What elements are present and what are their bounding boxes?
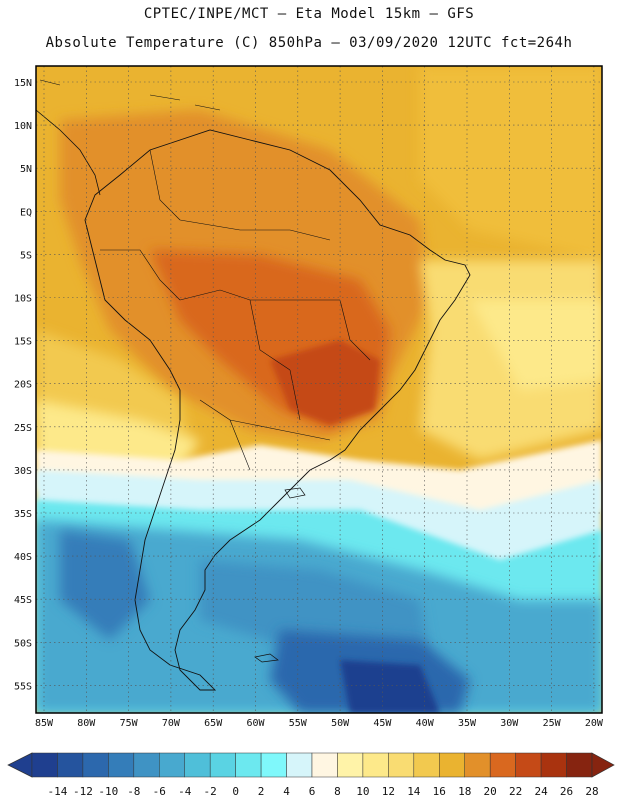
lat-label: 10N <box>14 121 32 132</box>
lon-label: 80W <box>77 718 96 729</box>
colorbar-label: -12 <box>73 785 93 798</box>
lat-label: 20S <box>14 380 32 391</box>
lon-label: 35W <box>458 718 477 729</box>
colorbar-cell <box>489 752 516 778</box>
lon-label: 50W <box>331 718 350 729</box>
colorbar-labels: -14 -12 -10 -8 -6 -4 -2 0 2 4 6 8 10 12 14 16 18 20 22 24 26… <box>48 785 599 798</box>
colorbar-label: 10 <box>356 785 369 798</box>
title-line-1: CPTEC/INPE/MCT – Eta Model 15km – GFS <box>143 6 475 22</box>
colorbar-cell <box>337 752 364 778</box>
lat-label: EQ <box>20 207 32 218</box>
colorbar-cell <box>311 752 338 778</box>
colorbar-label: 28 <box>585 785 598 798</box>
lat-label: 10S <box>14 294 32 305</box>
longitude-labels: 85W 80W 75W 70W 65W 60W 55W 50W 45W 40W 35W 30W 25W 2… <box>35 718 604 729</box>
lon-label: 45W <box>373 718 392 729</box>
lon-label: 65W <box>204 718 223 729</box>
lon-label: 40W <box>416 718 435 729</box>
lat-label: 45S <box>14 595 32 606</box>
colorbar-cell <box>439 752 465 778</box>
lat-label: 30S <box>14 466 32 477</box>
lon-label: 20W <box>585 718 604 729</box>
colorbar-cell <box>108 752 135 778</box>
colorbar-cell <box>57 752 84 778</box>
colorbar-cell <box>362 752 389 778</box>
colorbar-cell <box>515 752 542 778</box>
colorbar-label: 8 <box>334 785 341 798</box>
lat-label: 55S <box>14 681 32 692</box>
colorbar-label: -14 <box>48 785 68 798</box>
latitude-labels: 15N 10N 5N EQ 5S 10S 15S 20S 25S 30S 35S 40S 45S 50S 5… <box>14 78 32 692</box>
colorbar-label: 26 <box>560 785 573 798</box>
colorbar-cell <box>159 752 185 778</box>
colorbar-label: 22 <box>509 785 522 798</box>
lat-label: 5N <box>20 164 32 175</box>
lon-label: 70W <box>162 718 181 729</box>
colorbar-cell <box>413 752 440 778</box>
colorbar-cell <box>388 752 415 778</box>
coastline <box>36 79 471 691</box>
lat-label: 15S <box>14 337 32 348</box>
colorbar-arrow-low <box>7 752 33 778</box>
lon-label: 60W <box>246 718 265 729</box>
lat-label: 35S <box>14 509 32 520</box>
lat-label: 40S <box>14 552 32 563</box>
colorbar-cell <box>31 752 58 778</box>
colorbar-label: 16 <box>433 785 446 798</box>
colorbar-label: -8 <box>127 785 140 798</box>
lon-label: 30W <box>500 718 519 729</box>
colorbar-cell <box>464 752 491 778</box>
lat-label: 50S <box>14 638 32 649</box>
lon-label: 85W <box>35 718 54 729</box>
colorbar-cell <box>133 752 160 778</box>
colorbar-cell <box>260 752 287 778</box>
lon-label: 55W <box>289 718 308 729</box>
colorbar-label: -10 <box>98 785 118 798</box>
lon-label: 25W <box>543 718 562 729</box>
colorbar-label: 0 <box>232 785 239 798</box>
colorbar-label: -2 <box>204 785 217 798</box>
lat-label: 15N <box>14 78 32 89</box>
colorbar-cell <box>566 752 593 778</box>
colorbar <box>7 752 615 778</box>
colorbar-cell <box>286 752 313 778</box>
colorbar-label: 2 <box>258 785 265 798</box>
colorbar-label: 24 <box>534 785 548 798</box>
colorbar-label: 14 <box>407 785 421 798</box>
colorbar-label: 6 <box>309 785 316 798</box>
colorbar-label: 18 <box>458 785 471 798</box>
colorbar-cell <box>540 752 567 778</box>
colorbar-label: -4 <box>178 785 192 798</box>
colorbar-label: 12 <box>382 785 395 798</box>
plot-frame <box>35 65 603 714</box>
colorbar-label: -6 <box>153 785 166 798</box>
colorbar-cell <box>184 752 211 778</box>
lat-label: 25S <box>14 423 32 434</box>
colorbar-arrow-high <box>591 752 615 778</box>
temperature-field <box>36 66 602 713</box>
colorbar-cell <box>209 752 236 778</box>
colorbar-cell <box>82 752 109 778</box>
lon-label: 75W <box>120 718 139 729</box>
colorbar-cell <box>235 752 262 778</box>
colorbar-label: 4 <box>283 785 290 798</box>
colorbar-label: 20 <box>484 785 497 798</box>
title-line-2: Absolute Temperature (C) 850hPa – 03/09/… <box>45 35 573 51</box>
lat-label: 5S <box>20 250 32 261</box>
